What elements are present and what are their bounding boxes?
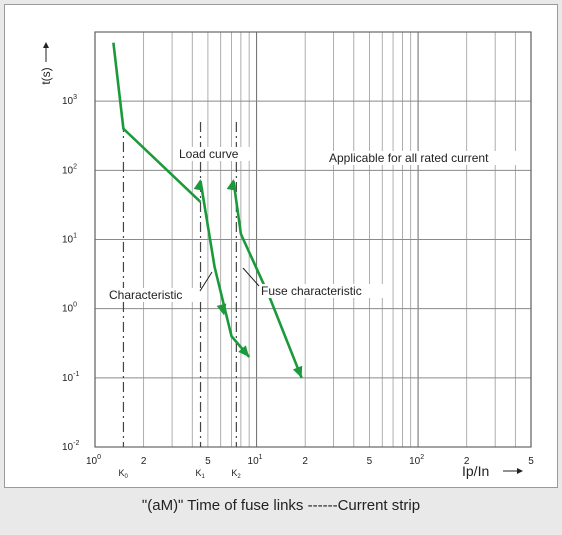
applicable-label-bg <box>327 151 527 165</box>
x-tick-label: 5 <box>367 456 373 467</box>
k-marker-subscript: 2 <box>237 474 241 480</box>
chart-frame <box>4 4 558 488</box>
curve-arrowhead <box>238 345 250 358</box>
k-marker-subscript: 1 <box>202 474 206 480</box>
y-tick-base: 10 <box>62 165 74 176</box>
curve-line <box>112 42 202 203</box>
applicable-label: Applicable for all rated current <box>329 151 489 165</box>
k-marker-base: K <box>196 468 202 478</box>
y-tick-exponent: -2 <box>73 440 79 447</box>
figure-caption: ʺ(aM)ʺ Time of fuse links ------Current … <box>141 497 421 514</box>
y-tick-base: 10 <box>62 304 74 315</box>
characteristic-label-bg <box>106 288 202 302</box>
y-tick-base: 10 <box>62 373 74 384</box>
fuse-characteristic-leader <box>242 267 260 287</box>
y-tick-label: 100 <box>62 302 77 315</box>
curve-arrowhead <box>216 303 227 316</box>
x-tick-label: 100 <box>86 454 101 467</box>
y-tick-base: 10 <box>62 235 74 246</box>
curve-arrowhead <box>292 365 303 378</box>
y-tick-exponent: 1 <box>73 233 77 240</box>
x-axis-arrowhead <box>517 468 523 474</box>
characteristic-label: Characteristic <box>109 288 182 302</box>
x-tick-exponent: 1 <box>259 454 263 461</box>
y-tick-exponent: 2 <box>73 163 77 170</box>
chart-grid <box>94 31 532 448</box>
x-tick-label: 2 <box>141 456 147 467</box>
x-axis-label: Ip/In <box>462 463 489 479</box>
y-tick-exponent: 0 <box>73 302 77 309</box>
y-axis-label: t(s) <box>39 67 53 84</box>
y-tick-exponent: 3 <box>73 94 77 101</box>
k-marker-base: K <box>118 468 124 478</box>
curve-line <box>232 180 303 379</box>
x-tick-label: 2 <box>464 456 470 467</box>
x-tick-exponent: 2 <box>420 454 424 461</box>
x-tick-label: 5 <box>528 456 534 467</box>
curve-arrowhead <box>226 179 237 191</box>
y-tick-label: 101 <box>62 233 77 246</box>
y-tick-label: 103 <box>62 94 77 107</box>
load-curve-label-bg <box>176 147 254 161</box>
y-tick-label: 10-2 <box>62 440 79 453</box>
fuse-characteristic-label: Fuse characteristic <box>261 284 362 298</box>
curve-arrowhead <box>193 179 204 191</box>
k-marker-lines <box>122 122 237 447</box>
x-tick-base: 10 <box>86 456 98 467</box>
characteristic-leader <box>199 271 213 292</box>
fuse-characteristic-label-bg <box>258 284 386 298</box>
k-marker-label: K0 <box>118 468 128 480</box>
k-marker-subscript: 0 <box>124 474 128 480</box>
load-curve-label: Load curve <box>179 147 239 161</box>
y-axis-arrowhead <box>43 42 49 48</box>
x-tick-label: 2 <box>302 456 308 467</box>
k-marker-label: K1 <box>196 468 206 480</box>
curve-line <box>199 180 251 358</box>
y-tick-base: 10 <box>62 96 74 107</box>
x-tick-label: 102 <box>409 454 424 467</box>
y-tick-label: 102 <box>62 163 77 176</box>
k-marker-base: K <box>231 468 237 478</box>
x-tick-label: 101 <box>248 454 263 467</box>
x-tick-exponent: 0 <box>97 454 101 461</box>
k-marker-label: K2 <box>231 468 241 480</box>
y-tick-label: 10-1 <box>62 371 79 384</box>
y-axis-title: t(s) <box>39 42 53 85</box>
y-tick-base: 10 <box>62 442 74 453</box>
x-tick-label: 5 <box>205 456 211 467</box>
x-tick-base: 10 <box>248 456 260 467</box>
x-tick-base: 10 <box>409 456 421 467</box>
plot-border <box>94 31 532 448</box>
y-tick-exponent: -1 <box>73 371 79 378</box>
